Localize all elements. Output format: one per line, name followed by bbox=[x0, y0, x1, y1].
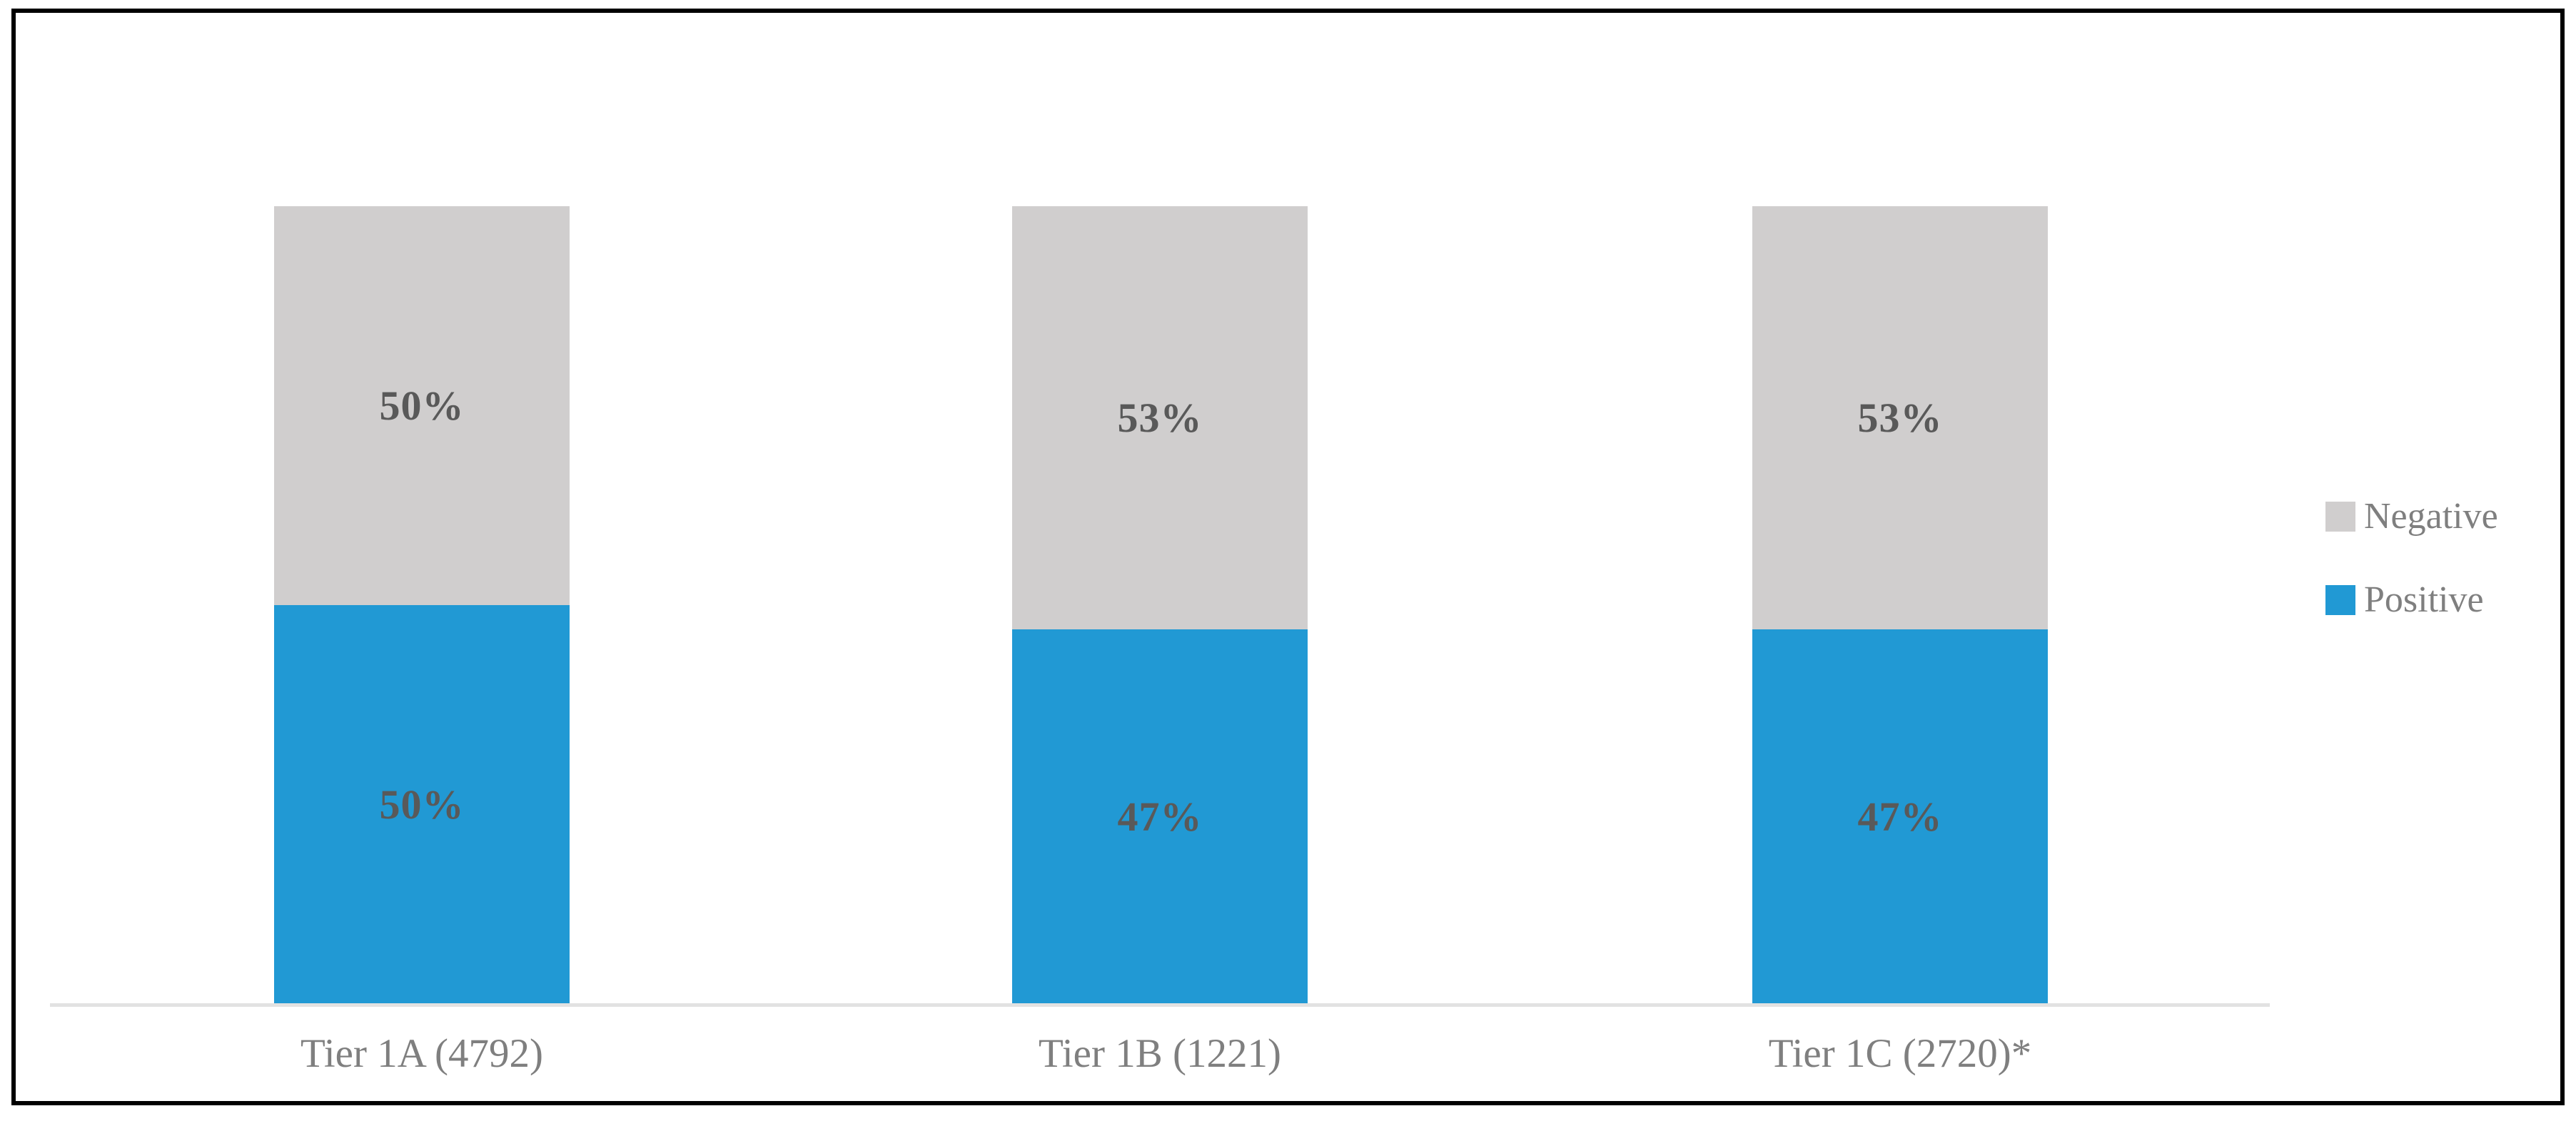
bar-segment-positive: 47% bbox=[1012, 629, 1308, 1004]
negative-swatch-icon bbox=[2325, 501, 2355, 532]
bar-segment-negative: 53% bbox=[1752, 206, 2048, 629]
segment-value-label: 53% bbox=[1857, 394, 1943, 441]
segment-value-label: 50% bbox=[379, 382, 465, 429]
category-label-tier-1c: Tier 1C (2720)* bbox=[1768, 1031, 2032, 1076]
legend-entry-negative: Negative bbox=[2325, 495, 2498, 537]
legend-entry-positive: Positive bbox=[2325, 579, 2498, 621]
bar-tier-1a: 50% 50% bbox=[274, 206, 570, 1004]
legend-label: Negative bbox=[2364, 496, 2498, 537]
bar-segment-positive: 50% bbox=[274, 605, 570, 1004]
bar-tier-1c: 53% 47% bbox=[1752, 206, 2048, 1004]
bar-segment-negative: 50% bbox=[274, 206, 570, 605]
positive-swatch-icon bbox=[2325, 584, 2355, 615]
segment-value-label: 50% bbox=[379, 781, 465, 828]
category-label-tier-1b: Tier 1B (1221) bbox=[1039, 1031, 1281, 1076]
bar-tier-1b: 53% 47% bbox=[1012, 206, 1308, 1004]
bar-segment-positive: 47% bbox=[1752, 629, 2048, 1004]
x-axis-line bbox=[50, 1003, 2270, 1007]
segment-value-label: 53% bbox=[1117, 394, 1203, 441]
segment-value-label: 47% bbox=[1117, 793, 1203, 840]
legend: Negative Positive bbox=[2325, 495, 2498, 621]
bar-segment-negative: 53% bbox=[1012, 206, 1308, 629]
segment-value-label: 47% bbox=[1857, 793, 1943, 840]
legend-label: Positive bbox=[2364, 579, 2484, 620]
category-label-tier-1a: Tier 1A (4792) bbox=[300, 1031, 543, 1076]
